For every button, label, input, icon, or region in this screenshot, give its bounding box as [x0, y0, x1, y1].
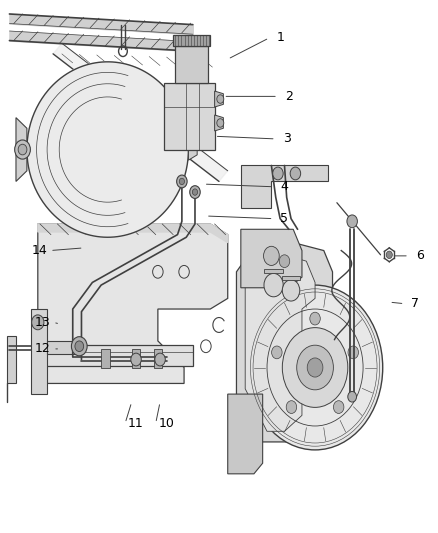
Text: 10: 10	[159, 417, 175, 430]
Polygon shape	[188, 139, 197, 160]
Circle shape	[273, 167, 283, 180]
Circle shape	[217, 95, 224, 103]
Polygon shape	[53, 43, 228, 181]
Polygon shape	[27, 62, 188, 237]
Polygon shape	[46, 341, 77, 354]
Polygon shape	[283, 276, 300, 280]
Circle shape	[347, 215, 357, 228]
Polygon shape	[153, 349, 162, 368]
Circle shape	[279, 255, 290, 268]
Polygon shape	[215, 91, 223, 107]
Text: 1: 1	[276, 31, 284, 44]
Polygon shape	[228, 394, 263, 474]
Polygon shape	[101, 349, 110, 368]
Polygon shape	[215, 115, 223, 131]
Circle shape	[272, 346, 282, 359]
Circle shape	[190, 185, 200, 198]
Circle shape	[283, 280, 300, 301]
Text: 7: 7	[411, 297, 420, 310]
Circle shape	[14, 140, 30, 159]
Polygon shape	[38, 224, 228, 383]
Polygon shape	[16, 118, 27, 181]
Polygon shape	[33, 345, 193, 366]
Circle shape	[71, 337, 87, 356]
Polygon shape	[245, 251, 315, 431]
Text: 11: 11	[128, 417, 144, 430]
Circle shape	[131, 353, 141, 366]
Polygon shape	[38, 224, 228, 243]
Circle shape	[290, 167, 300, 180]
Circle shape	[264, 246, 279, 265]
Polygon shape	[164, 83, 215, 150]
Text: 14: 14	[31, 244, 47, 257]
Circle shape	[18, 144, 27, 155]
Polygon shape	[7, 336, 16, 383]
Text: 4: 4	[281, 180, 289, 193]
Circle shape	[217, 119, 224, 127]
Circle shape	[283, 328, 348, 407]
Polygon shape	[264, 269, 283, 273]
Circle shape	[192, 189, 198, 195]
Circle shape	[177, 175, 187, 188]
Circle shape	[348, 391, 357, 402]
Polygon shape	[173, 35, 210, 46]
Polygon shape	[237, 235, 332, 442]
Polygon shape	[132, 349, 141, 368]
Circle shape	[297, 345, 333, 390]
Text: 5: 5	[280, 212, 289, 225]
Circle shape	[386, 251, 392, 259]
Circle shape	[155, 353, 165, 366]
Circle shape	[179, 178, 184, 184]
Polygon shape	[241, 229, 302, 288]
Circle shape	[307, 358, 323, 377]
Polygon shape	[175, 46, 208, 83]
Circle shape	[310, 312, 320, 325]
Text: 6: 6	[416, 249, 424, 262]
Polygon shape	[241, 165, 328, 208]
Circle shape	[286, 401, 297, 414]
Polygon shape	[31, 309, 46, 394]
Circle shape	[32, 315, 44, 330]
Circle shape	[247, 285, 383, 450]
Text: 13: 13	[34, 316, 50, 329]
Circle shape	[348, 346, 358, 359]
Circle shape	[75, 341, 84, 352]
Text: 2: 2	[285, 90, 293, 103]
Circle shape	[333, 401, 344, 414]
Text: 3: 3	[283, 132, 290, 146]
Text: 12: 12	[34, 342, 50, 356]
Circle shape	[264, 273, 283, 297]
